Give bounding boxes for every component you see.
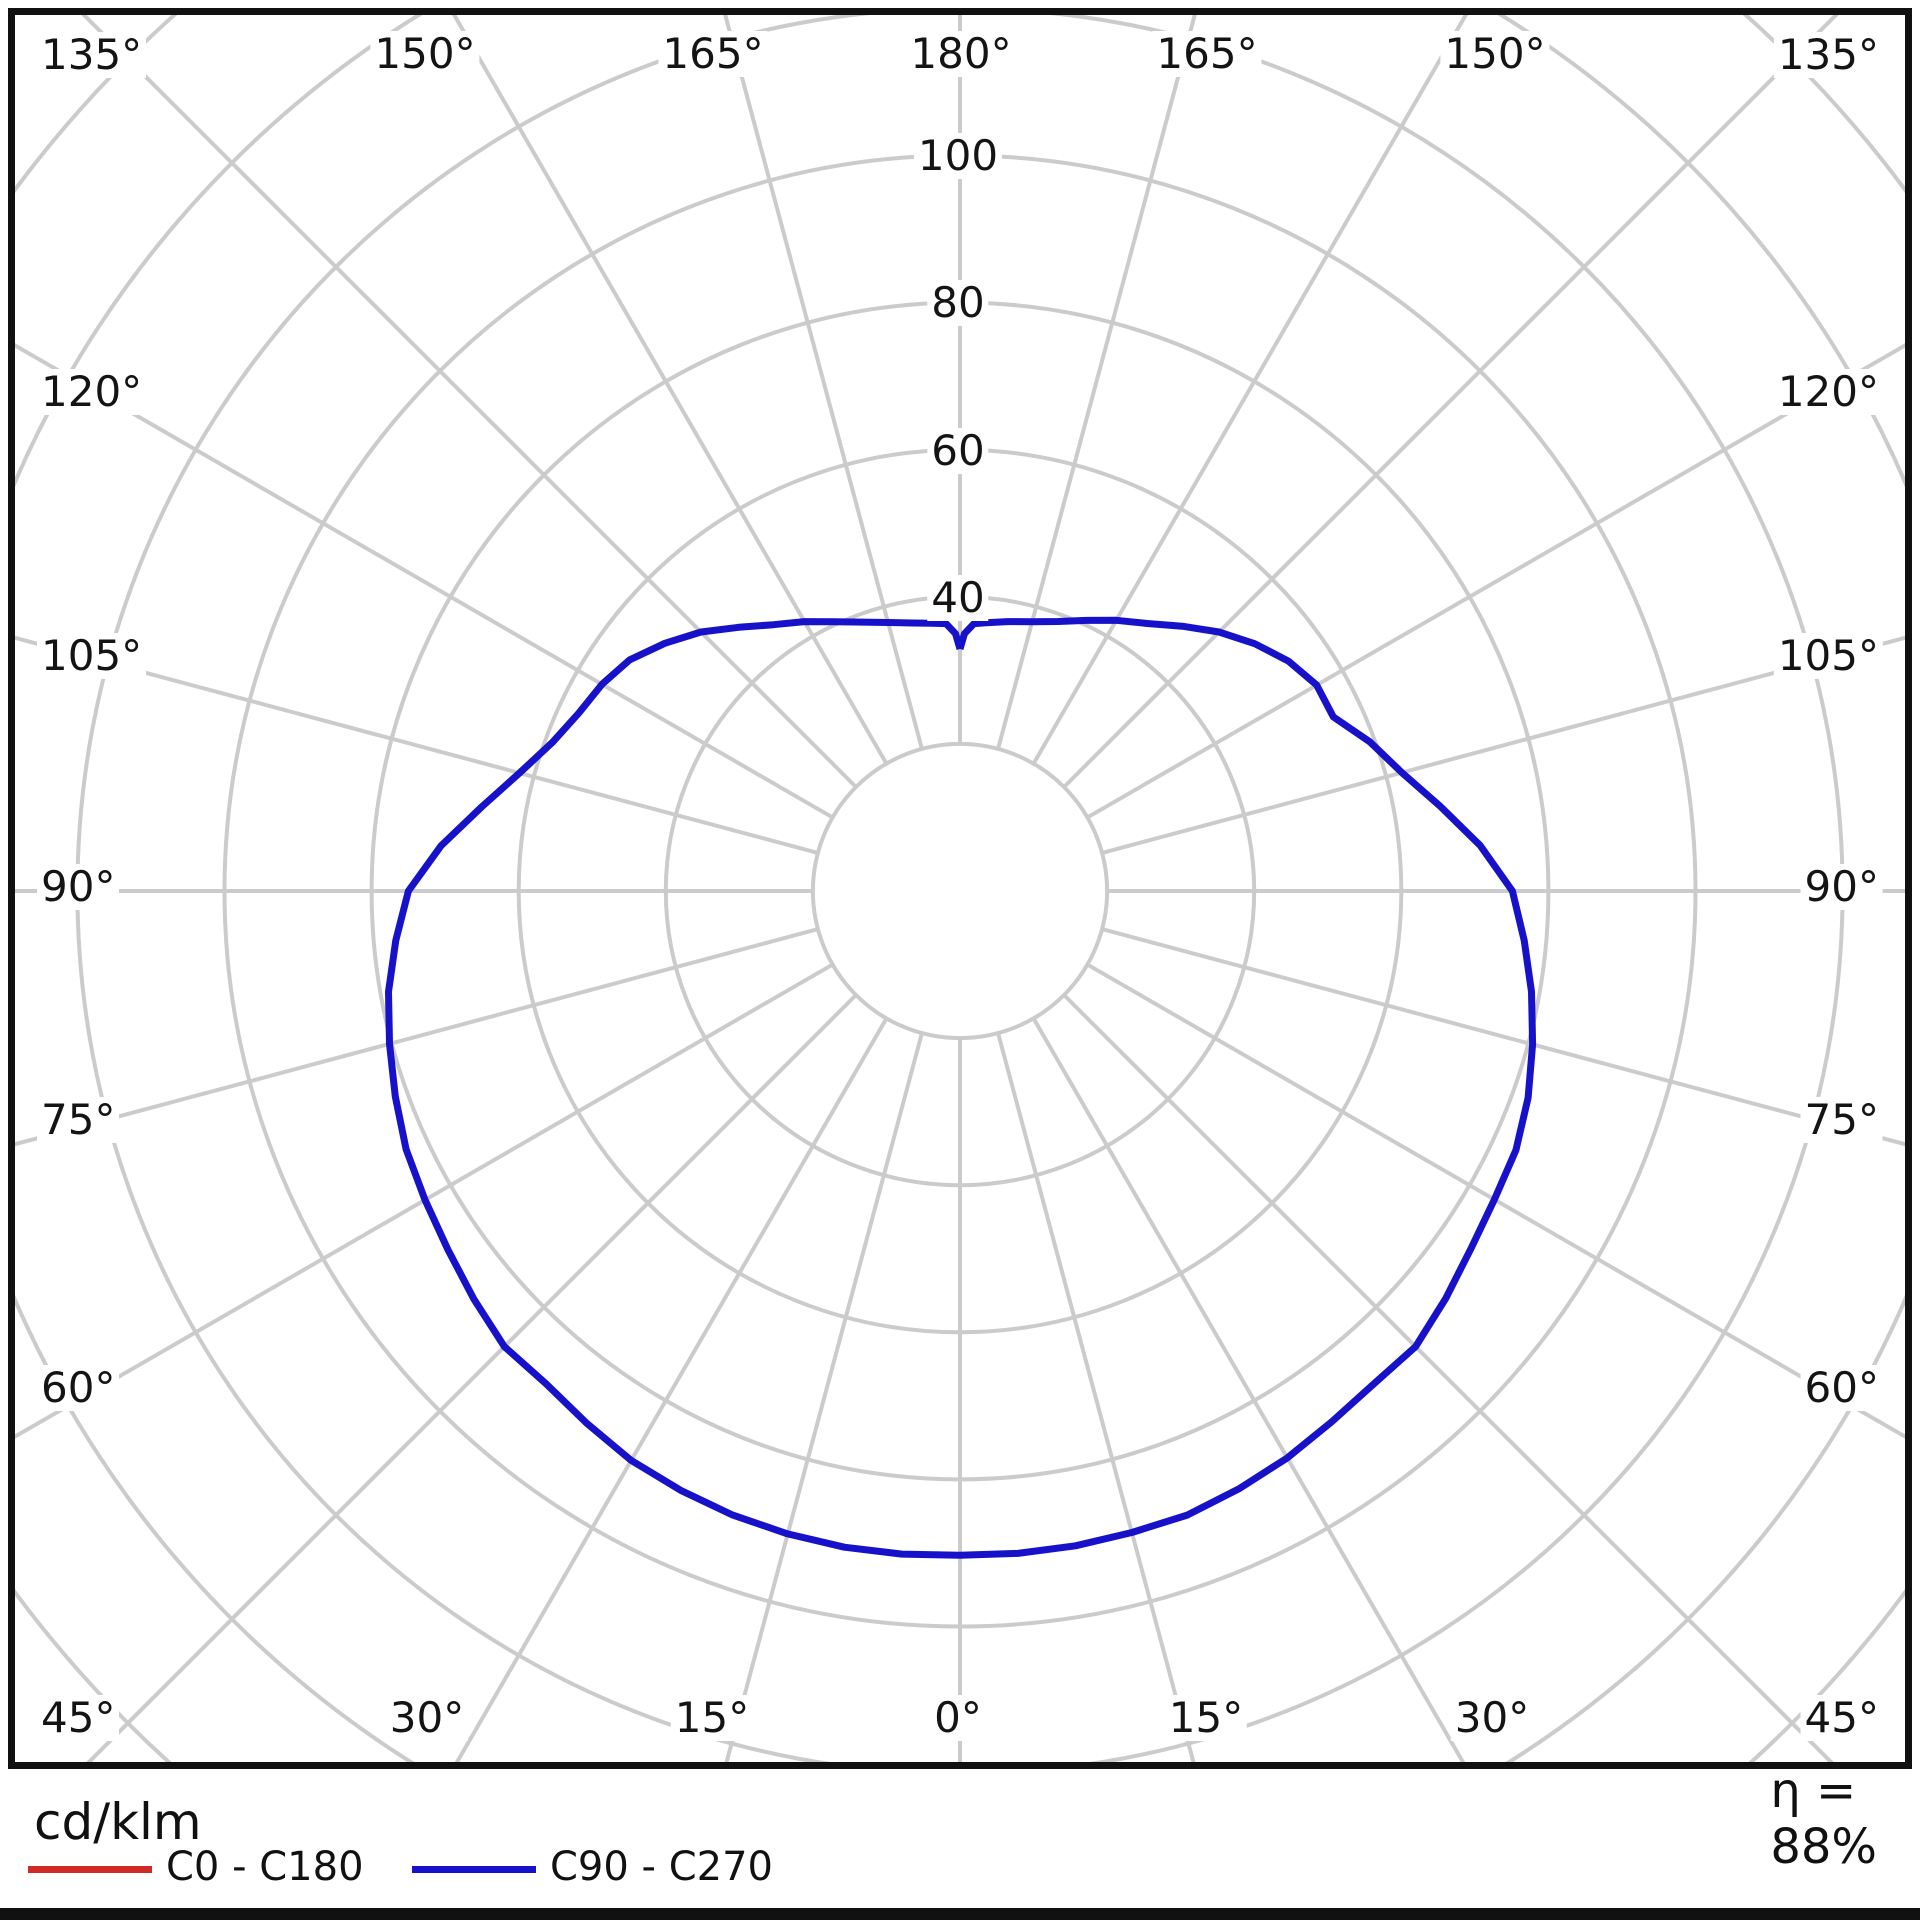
grid-spoke-165 [996,15,1197,750]
grid-spoke-30 [1031,1017,1466,1762]
angle-label-3: 180° [906,31,1016,77]
angle-label-17: 45° [37,1695,120,1741]
grid-spoke-315 [86,993,858,1762]
angle-label-11: 60° [37,1365,120,1411]
grid-spoke-105 [1101,635,1905,855]
angle-label-18: 30° [385,1695,469,1741]
angle-label-12: 120° [1773,369,1883,415]
angle-label-8: 105° [37,633,147,679]
radial-label-2: 80 [927,280,989,326]
angle-label-15: 75° [1800,1097,1883,1143]
grid-spoke-195 [723,15,924,750]
grid-spoke-75 [1101,927,1905,1147]
angle-label-7: 120° [37,369,147,415]
c0-c180-line-swatch [28,1865,152,1873]
angle-label-9: 90° [37,864,120,910]
grid-spoke-45 [1062,993,1834,1762]
angle-label-4: 165° [1152,31,1262,77]
grid-spoke-255 [15,635,819,855]
radial-label-1: 60 [927,428,989,474]
angle-label-10: 75° [37,1097,120,1143]
legend-item-c0-c180: C0 - C180 [28,1844,364,1890]
grid-spoke-120 [1086,343,1905,820]
light-output-ratio-value: η = 88% [1770,1763,1877,1875]
grid-spoke-15 [996,1032,1196,1762]
angle-label-1: 150° [370,31,480,77]
grid-spoke-240 [15,343,834,820]
radial-label-3: 100 [913,133,1003,179]
page-section-divider [0,1908,1920,1920]
grid-spoke-150 [1031,15,1469,765]
angle-label-14: 90° [1800,864,1883,910]
unit-label: cd/klm [34,1793,202,1851]
angle-label-13: 105° [1773,633,1883,679]
grid-spoke-330 [454,1017,889,1762]
grid-spoke-345 [724,1032,924,1762]
chart-frame [8,8,1912,1769]
grid-ring-20 [810,741,1110,1041]
angle-label-19: 15° [670,1695,754,1741]
angle-label-23: 45° [1800,1695,1883,1741]
radial-label-0: 40 [927,575,989,621]
c90-c270-curve [385,616,1537,1559]
grid-spoke-285 [15,927,819,1147]
angle-label-22: 30° [1450,1695,1534,1741]
legend-label-c0-c180: C0 - C180 [166,1844,364,1890]
angle-label-16: 60° [1800,1365,1883,1411]
legend-item-c90-c270: C90 - C270 [412,1844,773,1890]
grid-spoke-60 [1086,962,1905,1439]
angle-label-0: 135° [37,32,147,78]
c90-c270-line-swatch [412,1865,536,1873]
grid-spoke-210 [451,15,889,765]
grid-spoke-300 [15,962,834,1439]
legend-label-c90-c270: C90 - C270 [550,1844,773,1890]
angle-label-21: 15° [1164,1695,1248,1741]
angle-label-20: 0° [930,1695,986,1741]
angle-label-2: 165° [658,31,768,77]
angle-label-5: 150° [1440,31,1550,77]
angle-label-6: 135° [1773,32,1883,78]
